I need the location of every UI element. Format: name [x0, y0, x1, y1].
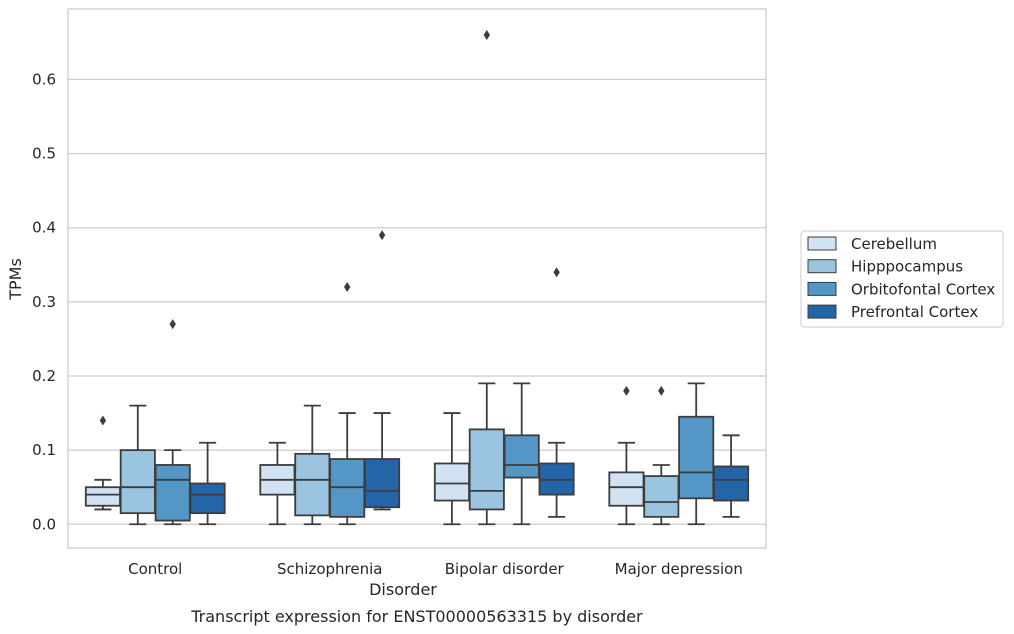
box-body: [84, 486, 121, 507]
box-body: [154, 464, 191, 522]
x-tick-label: Major depression: [615, 560, 743, 578]
box-body: [678, 415, 715, 500]
chart-caption: Transcript expression for ENST0000056331…: [190, 607, 643, 626]
legend-frame: [800, 230, 1004, 328]
outlier-point: [483, 29, 490, 40]
outlier-point: [553, 267, 560, 278]
gridlines: [68, 78, 766, 525]
box-orbitofontal-cortex: [329, 282, 366, 526]
box-hipppocampus: [468, 29, 505, 526]
box-body: [503, 434, 540, 479]
box-prefrontal-cortex: [538, 267, 575, 518]
x-tick-label: Control: [128, 560, 182, 578]
box-prefrontal-cortex: [189, 441, 226, 526]
box-hipppocampus: [294, 404, 331, 526]
box-orbitofontal-cortex: [154, 319, 191, 526]
x-axis-label: Disorder: [369, 580, 437, 599]
plot-frame: [67, 8, 767, 549]
box-prefrontal-cortex: [713, 434, 750, 518]
legend-swatch: [807, 304, 837, 319]
box-cerebellum: [84, 415, 121, 511]
y-tick-label: 0.4: [32, 219, 56, 237]
outlier-point: [344, 282, 351, 293]
box-body: [364, 458, 401, 509]
legend-swatch: [807, 236, 837, 251]
box-body: [468, 428, 505, 511]
outlier-point: [658, 385, 665, 396]
box-body: [433, 462, 470, 502]
y-tick-label: 0.5: [32, 145, 56, 163]
x-tick-label: Bipolar disorder: [445, 560, 565, 578]
box-hipppocampus: [119, 404, 156, 526]
outlier-point: [623, 385, 630, 396]
y-tick-label: 0.6: [32, 70, 56, 88]
box-prefrontal-cortex: [364, 230, 401, 511]
box-orbitofontal-cortex: [678, 382, 715, 526]
box-cerebellum: [433, 412, 470, 526]
x-tick-label: Schizophrenia: [277, 560, 382, 578]
y-tick-label: 0.3: [32, 293, 56, 311]
box-body: [119, 449, 156, 515]
legend-label: Prefrontal Cortex: [851, 303, 978, 321]
legend-label: Orbitofontal Cortex: [851, 280, 995, 298]
y-tick-label: 0.1: [32, 441, 56, 459]
box-cerebellum: [608, 385, 645, 526]
y-axis-ticks: 0.0 0.1 0.2 0.3 0.4 0.5 0.6: [32, 70, 56, 533]
y-tick-label: 0.0: [32, 515, 56, 533]
outlier-point: [378, 230, 386, 241]
outlier-point: [99, 415, 107, 426]
legend-label: Cerebellum: [851, 235, 937, 253]
box-body: [713, 465, 750, 502]
legend-swatch: [807, 259, 837, 274]
outlier-point: [169, 319, 176, 330]
box-body: [189, 482, 226, 515]
legend: Cerebellum Hipppocampus Orbitofontal Corte…: [800, 230, 1004, 328]
box-layer: [84, 29, 750, 526]
legend-label: Hipppocampus: [851, 258, 963, 276]
y-tick-label: 0.2: [32, 367, 56, 385]
box-orbitofontal-cortex: [503, 382, 540, 526]
y-axis-label: TPMs: [6, 258, 25, 301]
x-axis-ticks: Control Schizophrenia Bipolar disorder Majo…: [128, 560, 743, 578]
legend-swatch: [807, 281, 837, 296]
box-body: [643, 475, 680, 518]
box-body: [294, 452, 331, 517]
box-body: [608, 471, 645, 507]
